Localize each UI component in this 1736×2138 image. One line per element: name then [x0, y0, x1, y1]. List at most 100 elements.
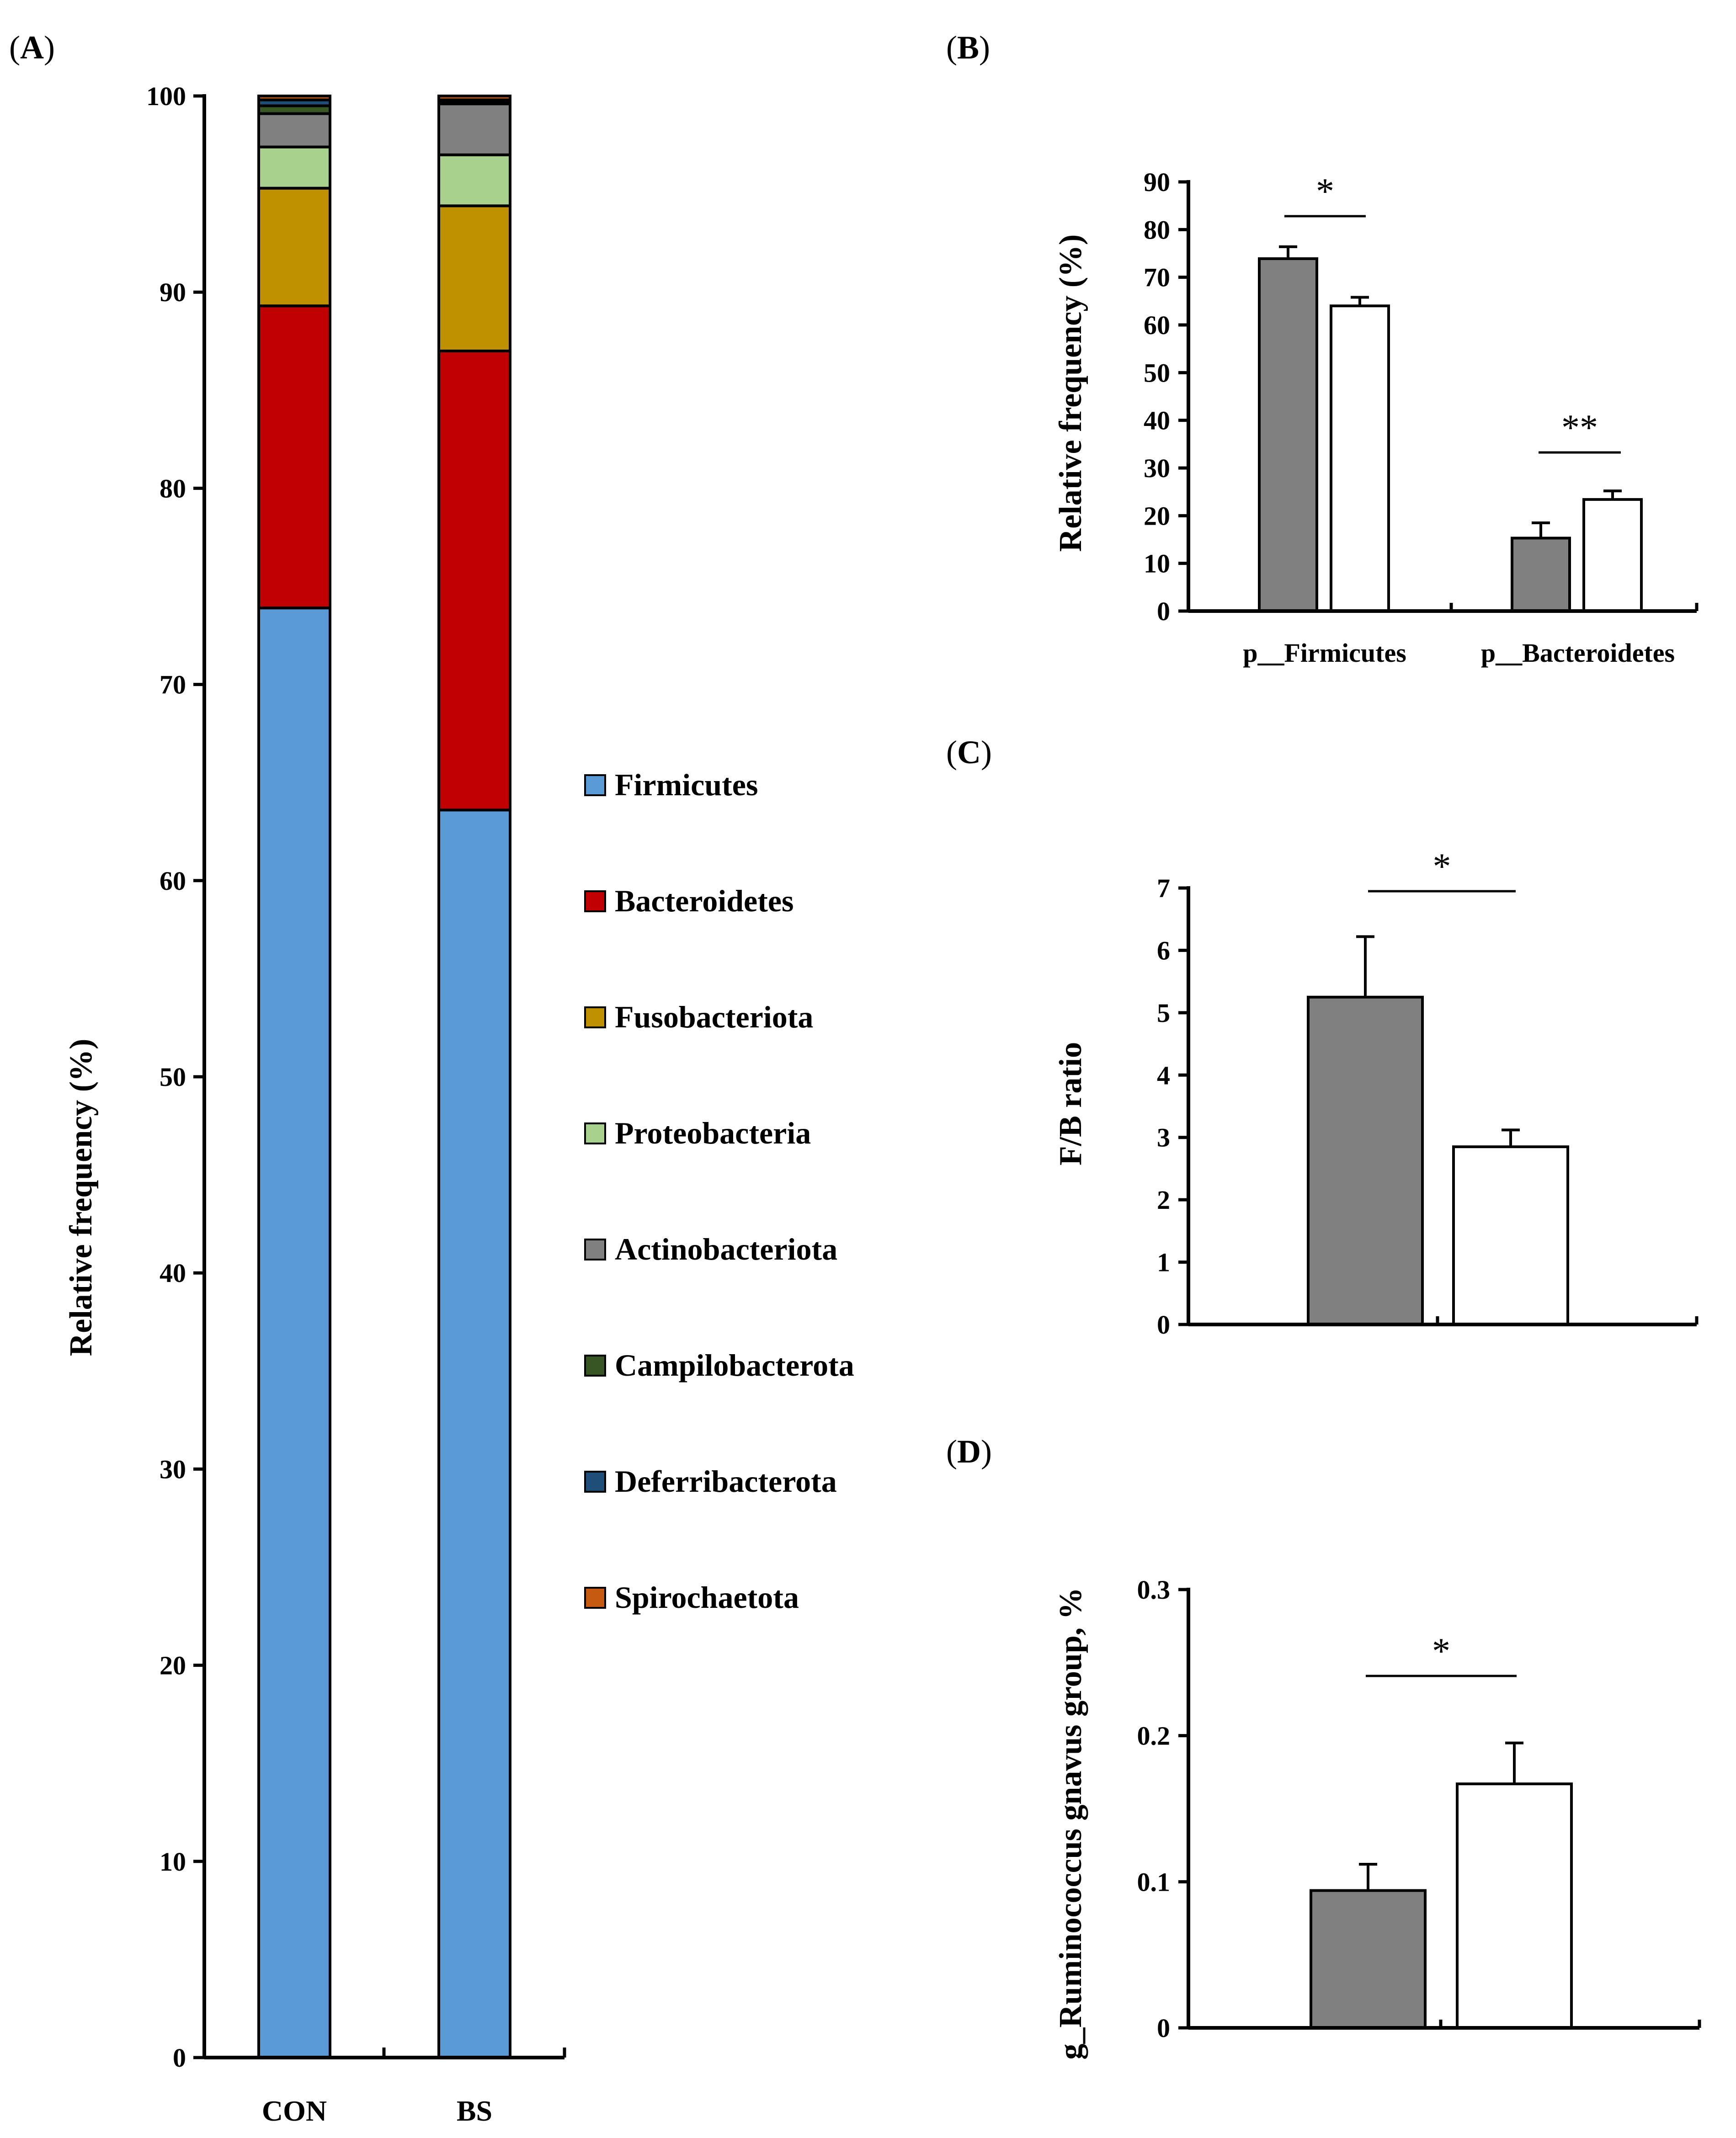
x-tick-label-bs: BS [457, 2095, 492, 2127]
panel-a: (A) Relative frequency (%) CON BS 0 10 20 30… [9, 29, 854, 2127]
panel-c-plot: 0 1 2 3 4 5 6 7 * [1157, 846, 1699, 1340]
legend-label-firmicutes: Firmicutes [615, 767, 758, 802]
y-tick-label-100: 100 [146, 81, 186, 111]
bar-bs-0 [1330, 304, 1390, 612]
y-tick-label-10: 10 [160, 1847, 186, 1877]
legend-label-bacteroidetes: Bacteroidetes [615, 883, 794, 918]
y-tick-label-3: 3 [1157, 1123, 1170, 1153]
bar-con-1 [1511, 537, 1571, 612]
bar-bs-firmicutes [437, 808, 511, 2059]
y-tick-label-2: 2 [1157, 1185, 1170, 1215]
y-tick-label-50: 50 [160, 1062, 186, 1092]
y-tick-label-70: 70 [160, 670, 186, 700]
bar-con-spirochaetota [257, 95, 331, 101]
y-tick-label-6: 6 [1157, 936, 1170, 965]
y-tick-label-3: 30 [1144, 453, 1170, 483]
y-tick-label-80: 80 [160, 473, 186, 503]
legend-swatch-fusobacteriota [584, 1006, 606, 1028]
y-tick-label-7: 7 [1157, 873, 1170, 903]
bar-bs-proteobacteria [437, 153, 511, 207]
bar-con-fusobacteriota [257, 186, 331, 308]
y-tick-label-0: 0 [173, 2043, 186, 2073]
y-tick-label-7: 70 [1144, 263, 1170, 293]
y-tick-label-3: 0.3 [1137, 1575, 1171, 1605]
significance-marker-1: ** [1561, 408, 1598, 448]
panel-a-bars: CON BS [257, 95, 511, 2127]
y-tick-label-2: 20 [1144, 501, 1170, 531]
bar-con-actinobacteriota [257, 112, 331, 149]
panel-b-letter: B [957, 29, 979, 66]
legend-label-actinobacteriota: Actinobacteriota [615, 1232, 837, 1266]
significance-marker-0: * [1432, 1631, 1450, 1671]
legend-label-campilobacterota: Campilobacterota [615, 1348, 854, 1383]
legend-label-proteobacteria: Proteobacteria [615, 1116, 811, 1150]
legend-swatch-spirochaetota [584, 1587, 606, 1609]
bar-bs-bacteroidetes [437, 349, 511, 812]
bar-bs-actinobacteriota [437, 102, 511, 156]
panel-c-letter: C [957, 734, 981, 771]
y-tick-label-2: 0.2 [1137, 1721, 1171, 1751]
y-tick-label-9: 90 [1144, 167, 1170, 197]
bar-con-0 [1307, 995, 1424, 1326]
y-tick-label-0: 0 [1157, 1310, 1170, 1340]
panel-c-label: (C) [946, 734, 992, 771]
y-tick-label-20: 20 [160, 1651, 186, 1681]
significance-marker-0: * [1433, 846, 1451, 887]
y-tick-label-30: 30 [160, 1454, 186, 1484]
legend-swatch-deferribacterota [584, 1471, 606, 1493]
y-tick-label-1: 1 [1157, 1248, 1170, 1277]
legend-swatch-campilobacterota [584, 1355, 606, 1377]
y-tick-label-8: 80 [1144, 215, 1170, 245]
panel-d-label: (D) [946, 1433, 992, 1470]
legend-label-spirochaetota: Spirochaetota [615, 1580, 799, 1615]
legend-swatch-firmicutes [584, 774, 606, 796]
legend-swatch-actinobacteriota [584, 1239, 606, 1260]
y-tick-label-4: 40 [1144, 406, 1170, 436]
panel-b-plot: 0 10 20 30 40 50 60 70 80 90 p__Firmicutes p__Bacte… [1144, 167, 1699, 668]
panel-b-y-axis-label: Relative frequency (%) [1053, 234, 1088, 552]
legend-swatch-proteobacteria [584, 1122, 606, 1144]
legend-swatch-bacteroidetes [584, 890, 606, 912]
panel-a-axes: 0 10 20 30 40 50 60 70 80 90 100 [146, 81, 566, 2073]
panel-d-letter: D [957, 1433, 981, 1470]
bar-con-0 [1258, 257, 1318, 612]
bar-bs-0 [1456, 1782, 1573, 2030]
panel-d-plot: 0 0.1 0.2 0.3 * [1137, 1575, 1701, 2043]
y-tick-label-1: 10 [1144, 549, 1170, 579]
bar-con-proteobacteria [257, 145, 331, 190]
legend-label-deferribacterota: Deferribacterota [615, 1464, 837, 1499]
x-tick-label-p-firmicutes: p__Firmicutes [1243, 638, 1406, 668]
panel-b-label: (B) [946, 29, 990, 66]
y-tick-label-1: 0.1 [1137, 1867, 1171, 1897]
panel-a-y-axis-label: Relative frequency (%) [64, 1039, 99, 1356]
bar-bs-1 [1582, 498, 1643, 612]
x-tick-label-con: CON [262, 2095, 327, 2127]
bar-con-0 [1310, 1889, 1427, 2029]
bar-bs-spirochaetota [437, 95, 511, 101]
x-tick-label-p-bacteroidetes: p__Bacteroidetes [1481, 638, 1675, 668]
y-tick-label-90: 90 [160, 277, 186, 307]
y-tick-label-4: 4 [1157, 1060, 1170, 1090]
panel-a-label: (A) [9, 29, 55, 66]
y-tick-label-0: 0 [1157, 2013, 1170, 2043]
panel-c-y-axis-label: F/B ratio [1053, 1042, 1088, 1165]
panel-d-y-axis-label: g_Ruminococcus gnavus group, % [1053, 1587, 1088, 2059]
bar-bs-0 [1452, 1145, 1569, 1326]
bar-con-bacteroidetes [257, 304, 331, 610]
y-tick-label-0: 0 [1157, 596, 1170, 626]
legend-label-fusobacteriota: Fusobacteriota [615, 1000, 813, 1034]
y-tick-label-6: 60 [1144, 310, 1170, 340]
y-tick-label-40: 40 [160, 1258, 186, 1288]
significance-marker-0: * [1316, 171, 1334, 212]
panel-a-letter: A [20, 29, 44, 66]
y-tick-label-5: 5 [1157, 998, 1170, 1028]
y-tick-label-5: 50 [1144, 358, 1170, 388]
y-tick-label-60: 60 [160, 866, 186, 896]
panel-a-legend: Firmicutes Bacteroidetes Fusobacteriota Pro… [584, 767, 854, 1615]
panel-b: (B) Relative frequency (%) 0 10 20 30 40 50 60… [946, 29, 1699, 668]
bar-bs-fusobacteriota [437, 204, 511, 352]
panel-c: (C) F/B ratio 0 1 2 3 4 5 6 7 * [946, 734, 1699, 1340]
bar-con-firmicutes [257, 606, 331, 2059]
panel-d: (D) g_Ruminococcus gnavus group, % 00.10… [946, 1433, 1701, 2060]
